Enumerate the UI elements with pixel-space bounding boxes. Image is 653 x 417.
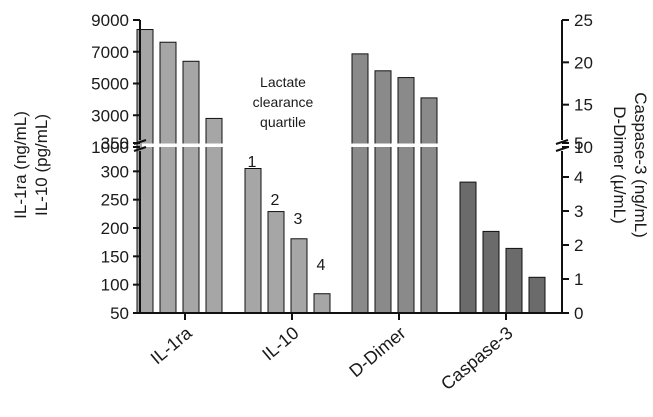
left-axis-tick-label-250: 250 [101, 191, 129, 210]
bar-il1ra-q2 [159, 41, 177, 314]
left-axis-tick-label-5000: 5000 [91, 75, 129, 94]
bar-il10-q2 [267, 211, 285, 314]
right-axis-tick-label-4: 4 [574, 168, 583, 187]
left-axis-title-1: IL-1ra (ng/mL) [11, 111, 30, 219]
bar-caspase3-q3 [505, 247, 523, 314]
left-axis-tick-label-1000: 1000 [91, 138, 129, 157]
left-axis-tick-label-200: 200 [101, 219, 129, 238]
bar-caspase3-q1 [459, 181, 477, 314]
quartile-label-4: 4 [317, 257, 326, 274]
left-axis-tick-label-3000: 3000 [91, 106, 129, 125]
annotation-line-2: clearance [253, 94, 314, 110]
bar-il10-q1 [244, 168, 262, 314]
bar-caspase3-q4 [528, 276, 546, 314]
quartile-label-2: 2 [271, 192, 280, 209]
labels-layer: Lactate clearance quartile 1 2 3 4 IL-1r… [11, 74, 650, 274]
right-axis-title-2: Caspase-3 (ng/mL) [631, 92, 650, 238]
quartile-label-1: 1 [248, 154, 257, 171]
bar-il10-q4 [313, 293, 331, 314]
left-axis-tick-label-7000: 7000 [91, 43, 129, 62]
bar-il1ra-q3 [182, 60, 200, 314]
left-axis-tick-label-9000: 9000 [91, 11, 129, 30]
bar-ddimer-q1 [351, 53, 369, 314]
right-axis-tick-label-25: 25 [574, 11, 593, 30]
right-axis-tick-label-10: 10 [574, 138, 593, 157]
category-label-il1ra: IL-1ra [147, 322, 197, 368]
left-axis-tick-label-50: 50 [110, 304, 129, 323]
category-label-caspase3: Caspase-3 [437, 323, 517, 394]
bar-il1ra-q4 [205, 117, 223, 314]
left-axis-tick-label-100: 100 [101, 276, 129, 295]
quartile-label-3: 3 [294, 211, 303, 228]
axis-break-band [142, 143, 560, 147]
left-axis-tick-label-300: 300 [101, 162, 129, 181]
bar-caspase3-q2 [482, 230, 500, 314]
right-axis-tick-label-0: 0 [574, 304, 583, 323]
annotation-line-3: quartile [260, 114, 306, 130]
left-axis-tick-label-150: 150 [101, 247, 129, 266]
annotation-line-1: Lactate [260, 74, 306, 90]
bars-layer [136, 29, 546, 314]
category-label-il10: IL-10 [258, 323, 302, 365]
left-axis-tick-label-350: 350 [101, 134, 129, 153]
bar-ddimer-q2 [374, 70, 392, 314]
right-axis-tick-label-20: 20 [574, 53, 593, 72]
bar-il10-q3 [290, 238, 308, 314]
bar-ddimer-q3 [397, 77, 415, 314]
right-axis-tick-label-5: 5 [574, 134, 583, 153]
right-axis-title-1: D-Dimer (µ/mL) [610, 106, 629, 223]
bar-ddimer-q4 [420, 97, 438, 314]
right-axis-tick-label-3: 3 [574, 202, 583, 221]
right-axis-tick-label-2: 2 [574, 236, 583, 255]
left-axis-title-2: IL-10 (pg/mL) [32, 114, 51, 216]
category-label-ddimer: D-Dimer [345, 323, 409, 381]
left-axis-break-mark-2 [133, 146, 147, 152]
right-axis-tick-label-1: 1 [574, 270, 583, 289]
right-axis-tick-label-15: 15 [574, 96, 593, 115]
